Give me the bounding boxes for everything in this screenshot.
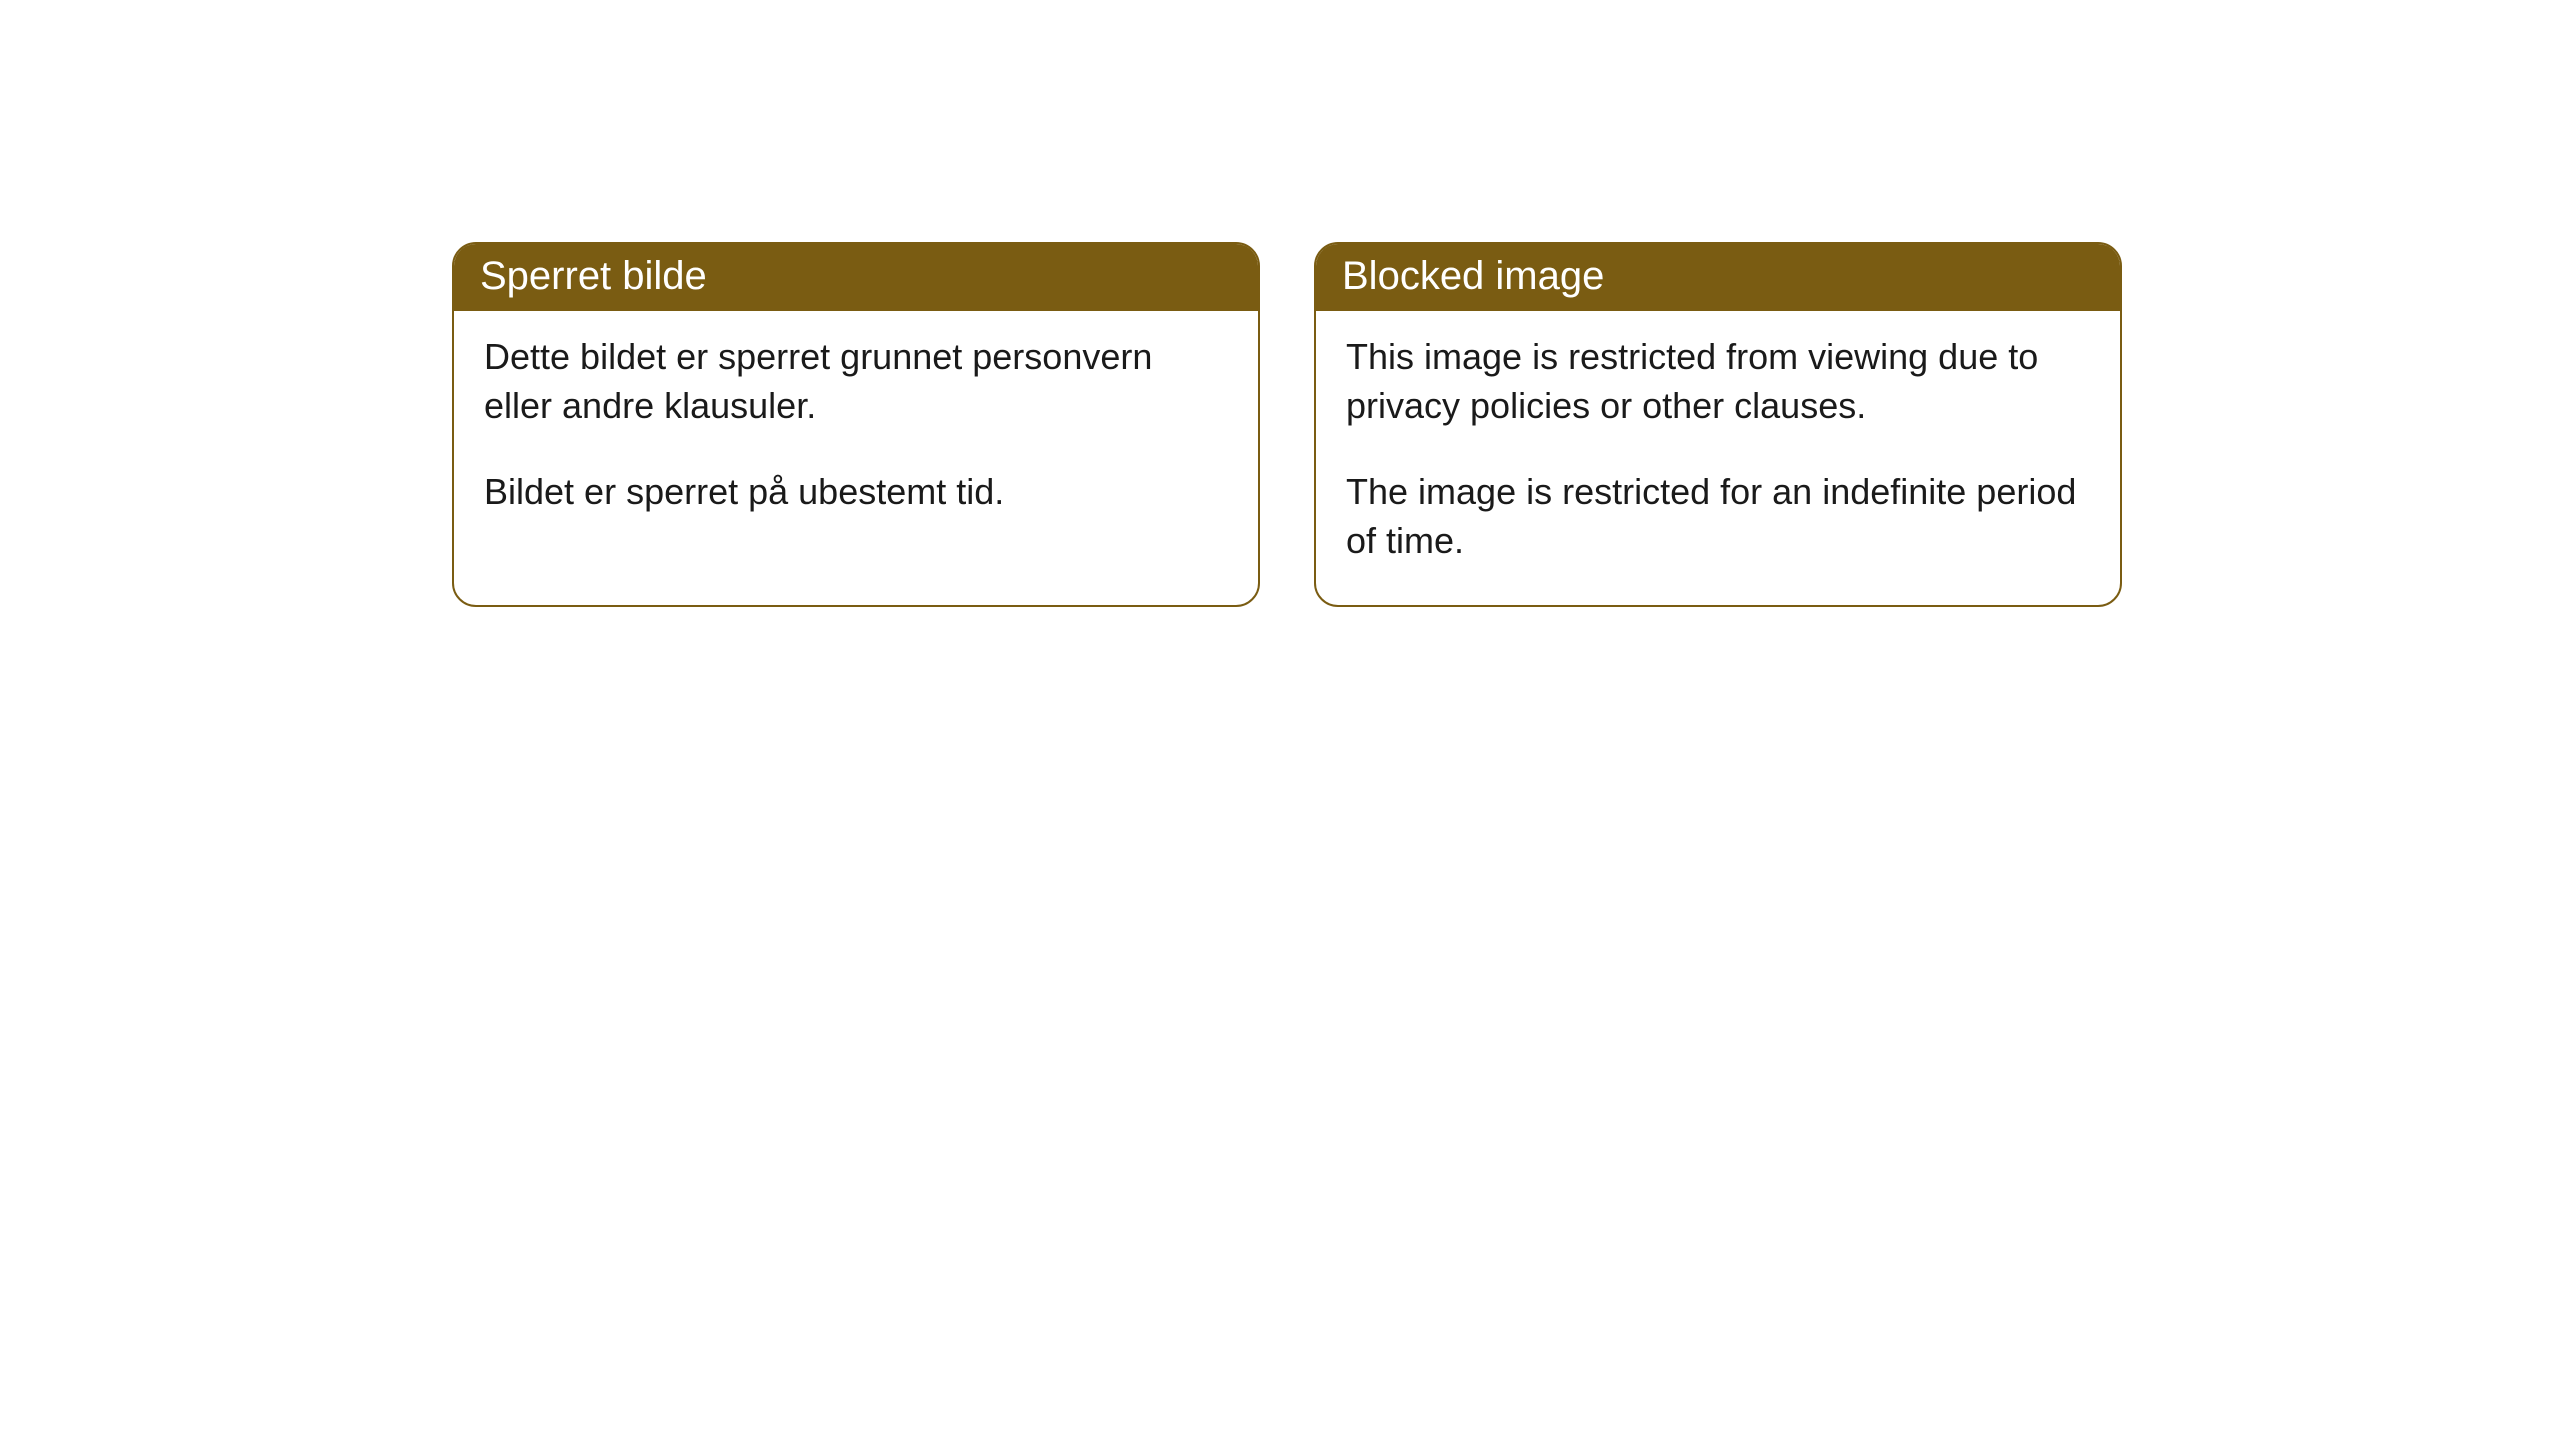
card-paragraph-1: Dette bildet er sperret grunnet personve…	[484, 333, 1228, 430]
card-paragraph-1: This image is restricted from viewing du…	[1346, 333, 2090, 430]
blocked-image-card-norwegian: Sperret bilde Dette bildet er sperret gr…	[452, 242, 1260, 607]
card-paragraph-2: Bildet er sperret på ubestemt tid.	[484, 468, 1228, 517]
card-body: This image is restricted from viewing du…	[1316, 311, 2120, 605]
cards-container: Sperret bilde Dette bildet er sperret gr…	[0, 0, 2560, 607]
card-paragraph-2: The image is restricted for an indefinit…	[1346, 468, 2090, 565]
card-header: Blocked image	[1316, 244, 2120, 311]
card-header: Sperret bilde	[454, 244, 1258, 311]
card-body: Dette bildet er sperret grunnet personve…	[454, 311, 1258, 557]
blocked-image-card-english: Blocked image This image is restricted f…	[1314, 242, 2122, 607]
